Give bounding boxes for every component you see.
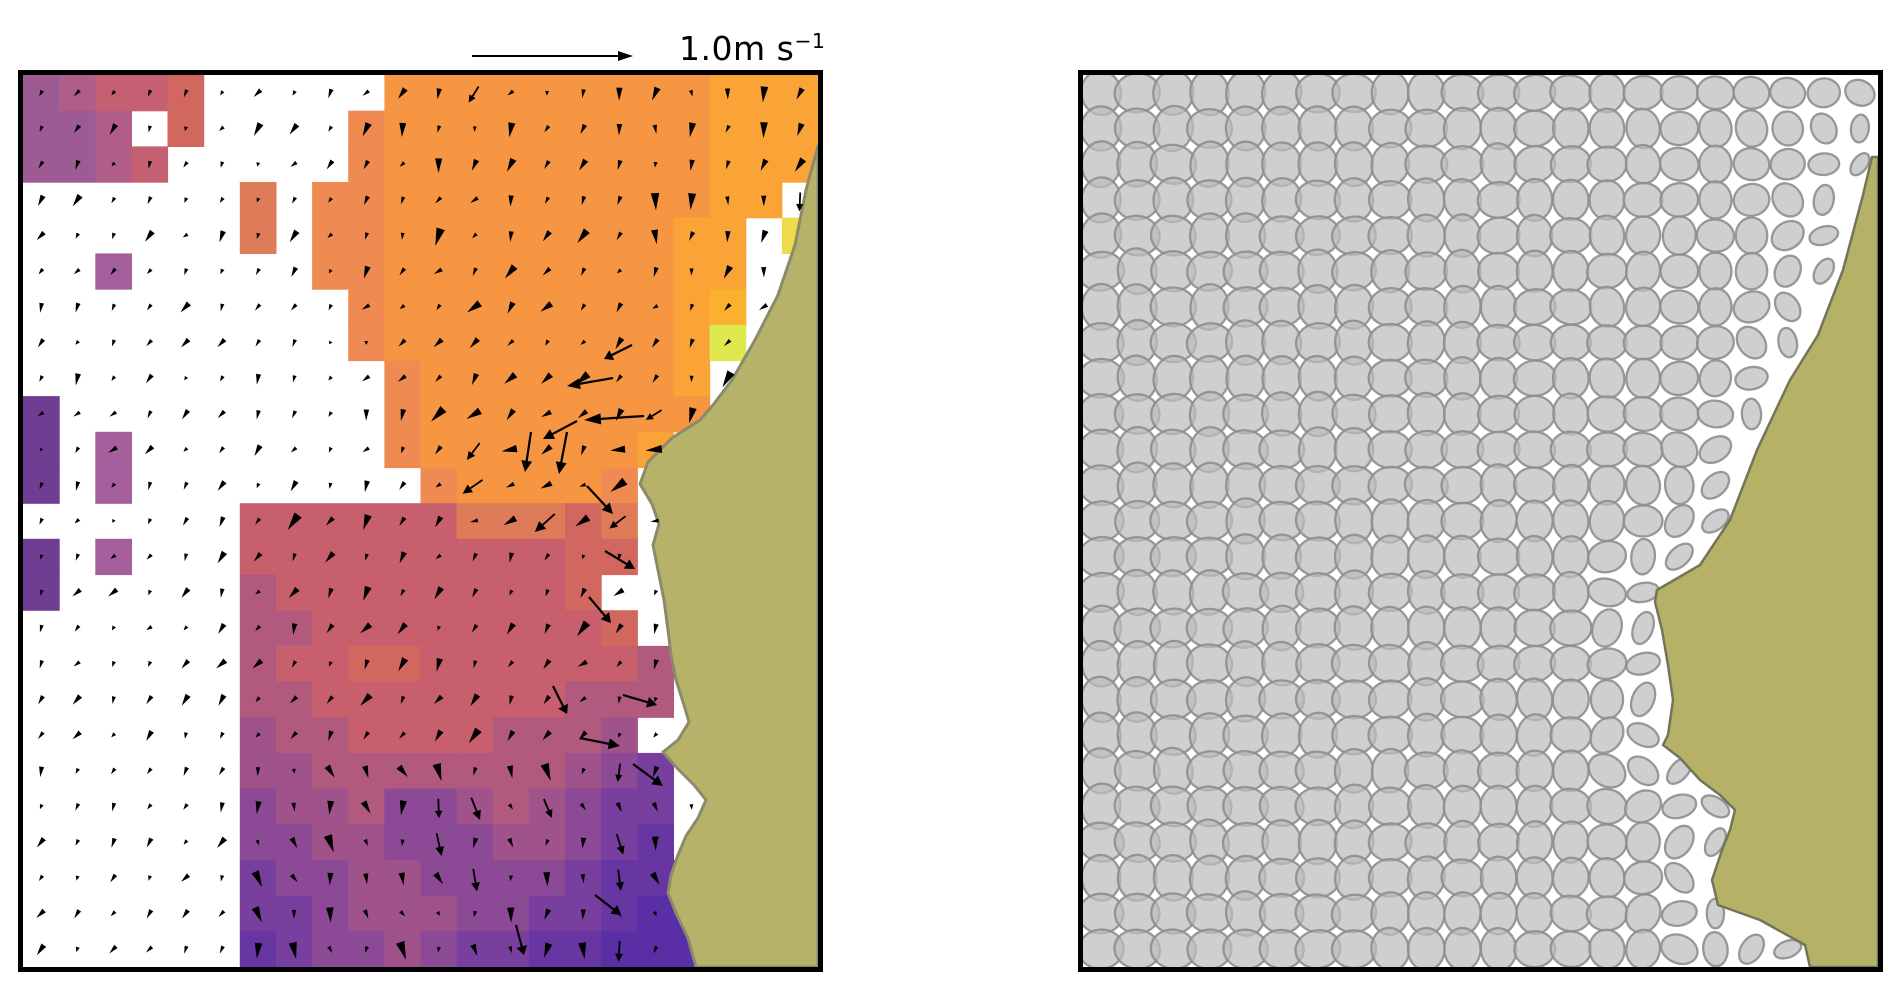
variance-ellipses (1078, 70, 1876, 972)
quiver-key: 1.0m s−1 (468, 26, 825, 70)
heatmap-cells (23, 75, 819, 968)
land-polygon (1653, 155, 1880, 969)
quiver-arrows (36, 86, 807, 962)
ellipse-field-content (1078, 70, 1880, 972)
quiver-key-exponent: −1 (794, 28, 826, 53)
land-polygon (638, 144, 820, 969)
quiver-heatmap-panel (18, 70, 823, 972)
quiver-key-text: 1.0m s (679, 28, 795, 68)
quiver-heatmap-content (23, 75, 820, 969)
feature-arrows (514, 344, 663, 955)
ellipse-field-panel (1078, 70, 1883, 972)
quiver-key-label: 1.0m s−1 (679, 29, 825, 68)
quiver-key-arrow-icon (472, 51, 633, 61)
